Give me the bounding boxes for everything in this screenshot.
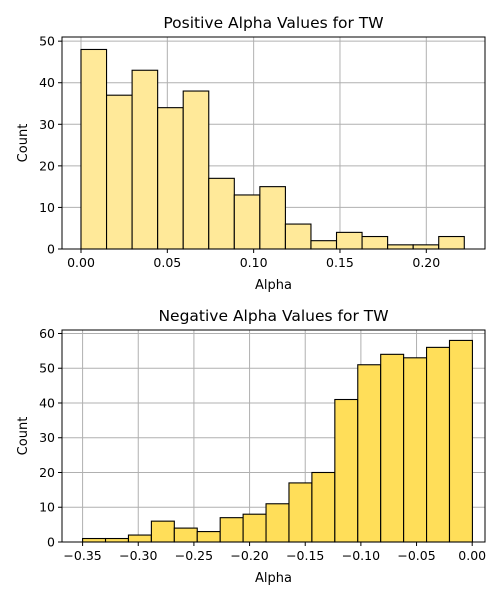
histogram-bar [131, 69, 159, 250]
x-tick-label: 0.00 [458, 548, 486, 563]
histogram-bar [335, 231, 363, 250]
histogram-bar [150, 520, 175, 543]
histogram-bar [259, 186, 286, 250]
x-tick-label: −0.20 [230, 548, 268, 563]
x-ticks: 0.00 0.05 0.10 0.15 0.20 [67, 249, 440, 270]
histogram-bar [448, 339, 473, 543]
x-tick-label: −0.25 [175, 548, 213, 563]
x-tick-label: −0.15 [286, 548, 324, 563]
chart-title: Negative Alpha Values for TW [158, 307, 388, 325]
y-tick-label: 40 [39, 75, 55, 90]
histogram-bar [157, 107, 184, 250]
x-tick-label: −0.10 [342, 548, 380, 563]
y-tick-label: 0 [47, 242, 55, 257]
x-tick-label: 0.00 [67, 255, 95, 270]
y-tick-label: 50 [39, 361, 55, 376]
histogram-bar [182, 90, 210, 250]
histogram-bar [288, 482, 313, 543]
x-tick-label: 0.15 [326, 255, 354, 270]
histogram-bars [80, 48, 465, 250]
histogram-bar [357, 364, 382, 543]
y-ticks: 0 10 20 30 40 50 60 [39, 326, 62, 550]
histogram-bar [426, 346, 451, 543]
x-axis-label: Alpha [255, 571, 292, 586]
chart-title: Positive Alpha Values for TW [163, 14, 383, 32]
histogram-bar [173, 527, 198, 543]
y-tick-label: 30 [39, 430, 55, 445]
y-tick-label: 50 [39, 34, 55, 49]
axes-frame [61, 36, 486, 250]
histogram-bar [105, 94, 133, 250]
histogram-bar [265, 503, 290, 543]
x-tick-label: 0.20 [412, 255, 440, 270]
histogram-bar [403, 357, 428, 543]
y-ticks: 0 10 20 30 40 50 [39, 34, 62, 257]
histogram-bar [82, 537, 107, 543]
x-tick-label: 0.05 [153, 255, 181, 270]
y-tick-label: 60 [39, 326, 55, 341]
histogram-bar [334, 398, 359, 543]
histogram-bar [412, 244, 440, 250]
histogram-bars [82, 339, 473, 543]
histogram-bar [361, 235, 389, 250]
histogram-bar [311, 471, 336, 543]
x-axis-label: Alpha [255, 278, 292, 293]
y-tick-label: 20 [39, 465, 55, 480]
x-tick-label: −0.05 [397, 548, 435, 563]
y-tick-label: 0 [47, 535, 55, 550]
histogram-bar [438, 235, 465, 250]
histogram-bar [127, 534, 152, 543]
chart-negative-alpha: −0.35 −0.30 −0.25 −0.20 −0.15 −0.10 −0.05 0.00 … [16, 307, 486, 586]
histogram-bar [208, 177, 235, 250]
x-tick-label: −0.35 [63, 548, 101, 563]
x-tick-label: −0.30 [119, 548, 157, 563]
y-axis-label: Count [16, 417, 31, 456]
y-tick-label: 10 [39, 500, 55, 515]
y-tick-label: 30 [39, 117, 55, 132]
axes-frame [61, 329, 486, 543]
histogram-bar [80, 48, 108, 250]
x-ticks: −0.35 −0.30 −0.25 −0.20 −0.15 −0.10 −0.05 0.00 [63, 542, 486, 563]
histogram-bar [284, 223, 312, 250]
x-tick-label: 0.10 [240, 255, 268, 270]
histogram-bar [196, 531, 221, 543]
y-tick-label: 10 [39, 200, 55, 215]
y-tick-label: 40 [39, 395, 55, 410]
histogram-bar [387, 244, 414, 250]
histogram-bar [233, 194, 261, 250]
y-tick-label: 20 [39, 158, 55, 173]
chart-positive-alpha: 0.00 0.05 0.10 0.15 0.20 0 10 20 30 40 50 Positiv… [16, 14, 486, 293]
histogram-bar [242, 513, 267, 543]
histogram-bar [219, 517, 244, 543]
histogram-bar [310, 240, 338, 250]
histogram-bar [380, 353, 405, 543]
histogram-bar [104, 537, 130, 543]
y-axis-label: Count [16, 124, 31, 163]
